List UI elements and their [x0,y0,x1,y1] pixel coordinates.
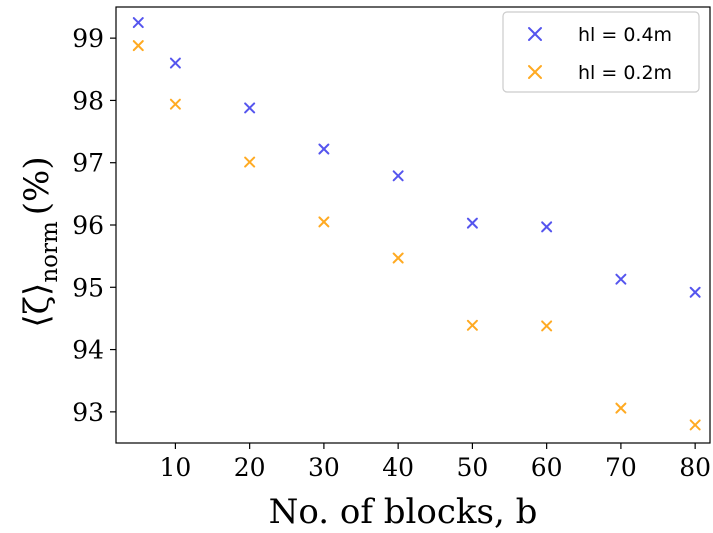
legend-marker [528,27,542,41]
y-tick-label: 98 [72,86,104,115]
data-point [318,143,330,155]
y-tick-label: 94 [72,336,104,365]
axis-ticks: 10 20 30 40 50 60 70 80 93 94 95 96 97 98 99 [72,24,711,482]
y-tick-label: 99 [72,24,104,53]
x-tick-label: 80 [679,453,711,482]
data-point [318,216,330,228]
data-point [689,419,701,431]
y-axis-title-main: ⟨ζ⟩ [17,283,57,328]
svg-text:⟨ζ⟩norm(%): ⟨ζ⟩norm (%) [17,156,63,327]
legend-marker [528,65,542,79]
legend: hl = 0.4m hl = 0.2m [502,11,700,93]
legend-label: hl = 0.4m [578,24,672,46]
data-point [132,40,144,52]
x-tick-label: 30 [308,453,340,482]
y-tick-label: 97 [72,149,104,178]
y-tick-label: 93 [72,398,104,427]
legend-label: hl = 0.2m [578,62,672,84]
y-axis-title: ⟨ζ⟩norm (%) [17,156,63,327]
data-point [541,221,553,233]
x-tick-label: 40 [382,453,414,482]
y-tick-label: 96 [72,211,104,240]
y-tick-label: 95 [72,273,104,302]
series-1 [132,17,701,298]
y-axis-title-unit: (%) [17,156,57,215]
x-tick-label: 50 [456,453,488,482]
y-axis-title-subscript: norm [37,221,63,283]
data-point [466,319,478,331]
data-point [392,170,404,182]
legend-box [502,11,700,93]
data-point [615,273,627,285]
data-point [169,57,181,69]
x-tick-label: 70 [605,453,637,482]
x-tick-label: 20 [234,453,266,482]
data-point [466,217,478,229]
data-point [244,156,256,168]
x-tick-label: 10 [159,453,191,482]
data-point [689,286,701,298]
data-points [132,17,701,431]
x-tick-label: 60 [531,453,563,482]
data-point [244,102,256,114]
data-point [132,17,144,29]
data-point [392,252,404,264]
series-2 [132,40,701,431]
data-point [541,320,553,332]
plot-area [115,6,711,444]
data-point [615,402,627,414]
x-axis-title: No. of blocks, b [269,492,538,532]
data-point [169,98,181,110]
